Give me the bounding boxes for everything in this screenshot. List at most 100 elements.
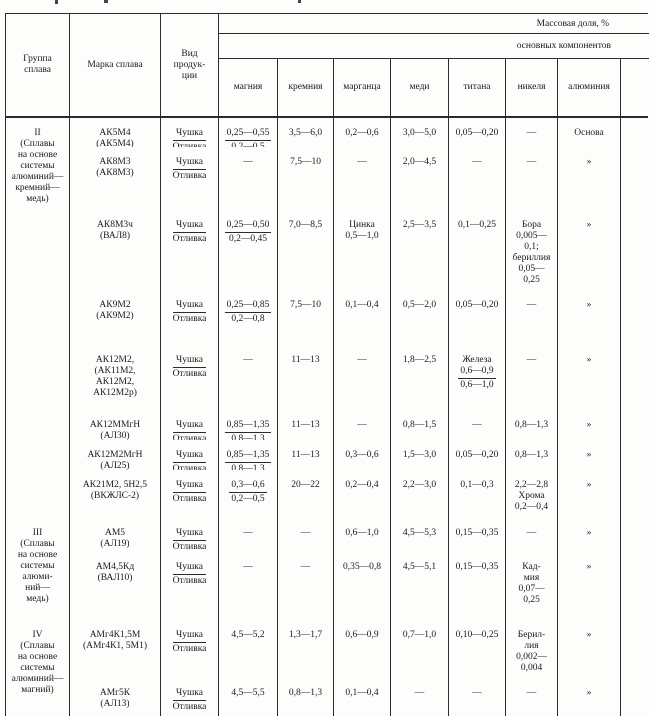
- fraction-bottom: Отливка: [172, 644, 207, 654]
- product-type-cell: Чушка Отливка: [161, 620, 219, 678]
- alloy-name-line: (ВАЛ10): [97, 573, 133, 583]
- cell-text: —: [472, 420, 482, 430]
- cell-line: Берил-: [517, 630, 546, 640]
- alloy-name-line: АМ4,5Кд: [95, 562, 135, 572]
- group-label-line: алюминий—: [11, 674, 64, 684]
- cell-text: 0,7—1,0: [402, 630, 437, 640]
- mass-fraction-title: Массовая доля, %: [219, 14, 649, 34]
- alloy-name-line: АК9М2: [99, 300, 131, 310]
- alloy-name-cell: АК9М2 (АК9М2): [70, 290, 161, 345]
- alloy-name-line: АК12М2,: [95, 355, 135, 365]
- cell-text: 0,15—0,35: [455, 528, 499, 538]
- fraction-bottom: Отливка: [172, 434, 207, 440]
- component-value-cell: —: [278, 552, 334, 620]
- fraction-top: Чушка: [172, 220, 207, 233]
- cell-text: 2,5—3,5: [402, 220, 437, 230]
- component-value-cell: 0,8—1,3: [506, 440, 558, 470]
- product-type-cell: Чушка Отливка: [161, 290, 219, 345]
- fraction-bottom: Отливка: [172, 494, 207, 504]
- fraction: Чушка Отливка: [172, 128, 207, 147]
- component-value-cell: —: [449, 678, 506, 716]
- cell-text: 3,5—6,0: [288, 128, 323, 138]
- component-value-cell: 4,5—5,3: [391, 518, 449, 552]
- component-value-cell: —: [506, 678, 558, 716]
- component-value-cell: 0,10—0,25: [449, 620, 506, 678]
- component-value-cell: 4,5—5,1: [391, 552, 449, 620]
- header-mass-fraction-block: Массовая доля, % основных компонентов ма…: [219, 14, 649, 116]
- component-value-cell: 0,35—0,8: [334, 552, 391, 620]
- cell-text: »: [586, 157, 592, 167]
- alloy-name-cell: АК21М2, 5Н2,5 (ВКЖЛС-2): [70, 470, 161, 518]
- fraction-top: 0,85—1,35: [224, 420, 272, 433]
- product-type-cell: Чушка Отливка: [161, 118, 219, 147]
- fraction-top: Чушка: [172, 300, 207, 313]
- fraction-top: 0,25—0,85: [224, 300, 272, 313]
- alloy-name-cell: АМ4,5Кд (ВАЛ10): [70, 552, 161, 620]
- cell-text: —: [472, 688, 482, 698]
- alloy-name-line: АК12М2,: [95, 377, 135, 387]
- component-value-cell: —: [334, 410, 391, 440]
- component-value-cell: —: [219, 518, 278, 552]
- cell-text: 1,8—2,5: [402, 355, 437, 365]
- component-value-cell: 2,2—3,0: [391, 470, 449, 518]
- component-value-cell: Цинка 0,5—1,0: [334, 210, 391, 290]
- component-value-cell: »: [558, 518, 621, 552]
- component-value-cell: —: [334, 345, 391, 410]
- cell-text: 0,15—0,35: [455, 562, 499, 572]
- cell-text: 2,2—3,0: [402, 480, 437, 490]
- component-value-cell: —: [506, 118, 558, 147]
- header-group-column: Группа сплава: [6, 14, 70, 116]
- cell-text: »: [586, 420, 592, 430]
- fraction: Чушка Отливка: [172, 688, 207, 713]
- cell-text: —: [526, 355, 537, 365]
- cell-text: —: [243, 562, 253, 572]
- cell-text: 4,5—5,1: [402, 562, 437, 572]
- component-value-cell: —: [219, 345, 278, 410]
- alloy-name-cell: АМг4К1,5М (АМг4К1, 5М1): [70, 620, 161, 678]
- fraction: Чушка Отливка: [172, 528, 207, 552]
- fraction-bottom: 0,8—1,3: [231, 464, 265, 470]
- alloy-name-cell: АК12ММгН (АЛ30): [70, 410, 161, 440]
- alloy-name-line: (АК11М2,: [94, 366, 136, 376]
- group-label-line: на основе: [17, 150, 58, 160]
- alloy-name-line: (АЛ30): [100, 431, 130, 440]
- group-label: III (Сплавы на основе системы алюми-ний— медь…: [6, 518, 70, 620]
- cell-text: Основа: [574, 128, 604, 138]
- fraction-bottom: 0,8—1,3: [231, 434, 265, 440]
- cell-line: 0,2—0,4: [514, 502, 549, 512]
- alloy-name-line: (АЛ13): [100, 699, 130, 709]
- cell-text: —: [243, 528, 253, 538]
- component-value-cell: 0,2—0,4: [334, 470, 391, 518]
- component-value-cell: 4,5—5,2: [219, 620, 278, 678]
- fraction-bottom: Отливка: [172, 576, 207, 586]
- product-type-cell: Чушка Отливка: [161, 440, 219, 470]
- component-value-cell: »: [558, 440, 621, 470]
- fraction-bottom: Отливка: [172, 369, 207, 379]
- component-value-cell: 0,8—1,3: [278, 678, 334, 716]
- component-header-magnesium: магния: [219, 59, 278, 116]
- component-value-cell: 20—22: [278, 470, 334, 518]
- fraction: Чушка Отливка: [172, 420, 207, 440]
- group-label: II (Сплавы на основе системы алюминий— кремни…: [6, 118, 70, 518]
- alloy-name-line: АК12ММгН: [89, 420, 141, 430]
- component-header-row: магния кремния марганца меди титана нике…: [219, 59, 649, 116]
- cell-text: »: [586, 688, 592, 698]
- fraction-bottom: Отливка: [172, 542, 207, 552]
- group-label-line: алюми-: [22, 572, 53, 582]
- cell-text: »: [586, 630, 592, 640]
- component-value-cell: 0,8—1,5: [391, 410, 449, 440]
- component-value-cell: 0,15—0,35: [449, 518, 506, 552]
- component-header-titanium: титана: [449, 59, 506, 116]
- component-value-cell: 0,25—0,85 0,2—0,8: [219, 290, 278, 345]
- alloy-composition-table: Группа сплава Марка сплава Вид продук- ц…: [5, 13, 649, 716]
- cropped-text-artifact: [104, 0, 108, 3]
- alloy-name-line: АМг4К1,5М: [89, 630, 141, 640]
- alloy-name-line: (АЛ19): [100, 539, 130, 549]
- alloy-name-line: АМг5К: [99, 688, 131, 698]
- component-value-cell: 0,1—0,4: [334, 290, 391, 345]
- component-value-cell: »: [558, 470, 621, 518]
- alloy-name-line: (АК8М3): [96, 168, 134, 178]
- component-value-cell: 0,2—0,6: [334, 118, 391, 147]
- group-label-line: III: [32, 528, 43, 538]
- cell-text: 20—22: [291, 480, 320, 490]
